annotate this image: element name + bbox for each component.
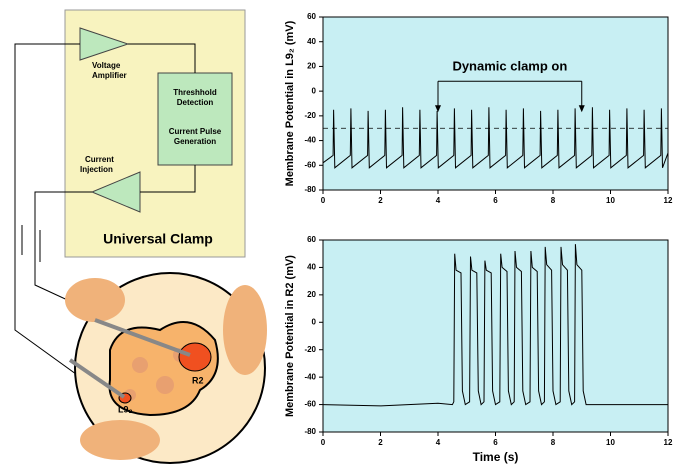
label: Voltage [92,61,121,70]
y-tick-label: 0 [312,86,317,95]
x-tick-label: 0 [321,438,326,447]
y-tick-label: -60 [304,400,316,409]
y-tick-label: -20 [304,111,316,120]
annotation: Dynamic clamp on [452,59,567,74]
x-tick-label: 12 [664,438,673,447]
y-tick-label: -20 [304,345,316,354]
label: Current [85,155,114,164]
x-tick-label: 6 [493,438,498,447]
y-tick-label: 60 [307,235,316,244]
tissue [80,420,160,460]
tissue [223,285,267,375]
x-tick-label: 8 [551,196,556,205]
label: L9₂ [118,404,133,414]
x-tick-label: 10 [606,438,615,447]
tissue [65,278,125,322]
x-axis-label: Time (s) [473,450,519,464]
label: Generation [174,137,216,146]
label: Amplifier [92,71,127,80]
y-tick-label: -80 [304,427,316,436]
clamp-title: Universal Clamp [103,231,213,247]
x-tick-label: 8 [551,438,556,447]
x-tick-label: 2 [378,196,383,205]
y-tick-label: -80 [304,185,316,194]
label: Threshhold [173,88,217,97]
y-tick-label: 40 [307,263,316,272]
y-tick-label: 40 [307,37,316,46]
y-tick-label: -40 [304,372,316,381]
label: Current Pulse [169,127,222,136]
y-tick-label: 0 [312,317,317,326]
x-tick-label: 4 [436,438,441,447]
y-tick-label: 60 [307,12,316,21]
y-tick-label: -40 [304,136,316,145]
y-axis-label: Membrane Potential in L9₂ (mV) [284,20,296,186]
x-tick-label: 4 [436,196,441,205]
label: Detection [177,98,214,107]
x-tick-label: 0 [321,196,326,205]
label: Injection [80,165,113,174]
x-tick-label: 12 [664,196,673,205]
pulse-box [158,73,232,165]
y-tick-label: 20 [307,62,316,71]
y-tick-label: 20 [307,290,316,299]
x-tick-label: 10 [606,196,615,205]
label: R2 [192,375,204,385]
neuron-r2 [179,343,211,371]
y-axis-label: Membrane Potential in R2 (mV) [284,255,296,417]
x-tick-label: 2 [378,438,383,447]
figure: Voltage Amplifier Threshhold Detection C… [0,0,683,468]
x-tick-label: 6 [493,196,498,205]
y-tick-label: -60 [304,160,316,169]
